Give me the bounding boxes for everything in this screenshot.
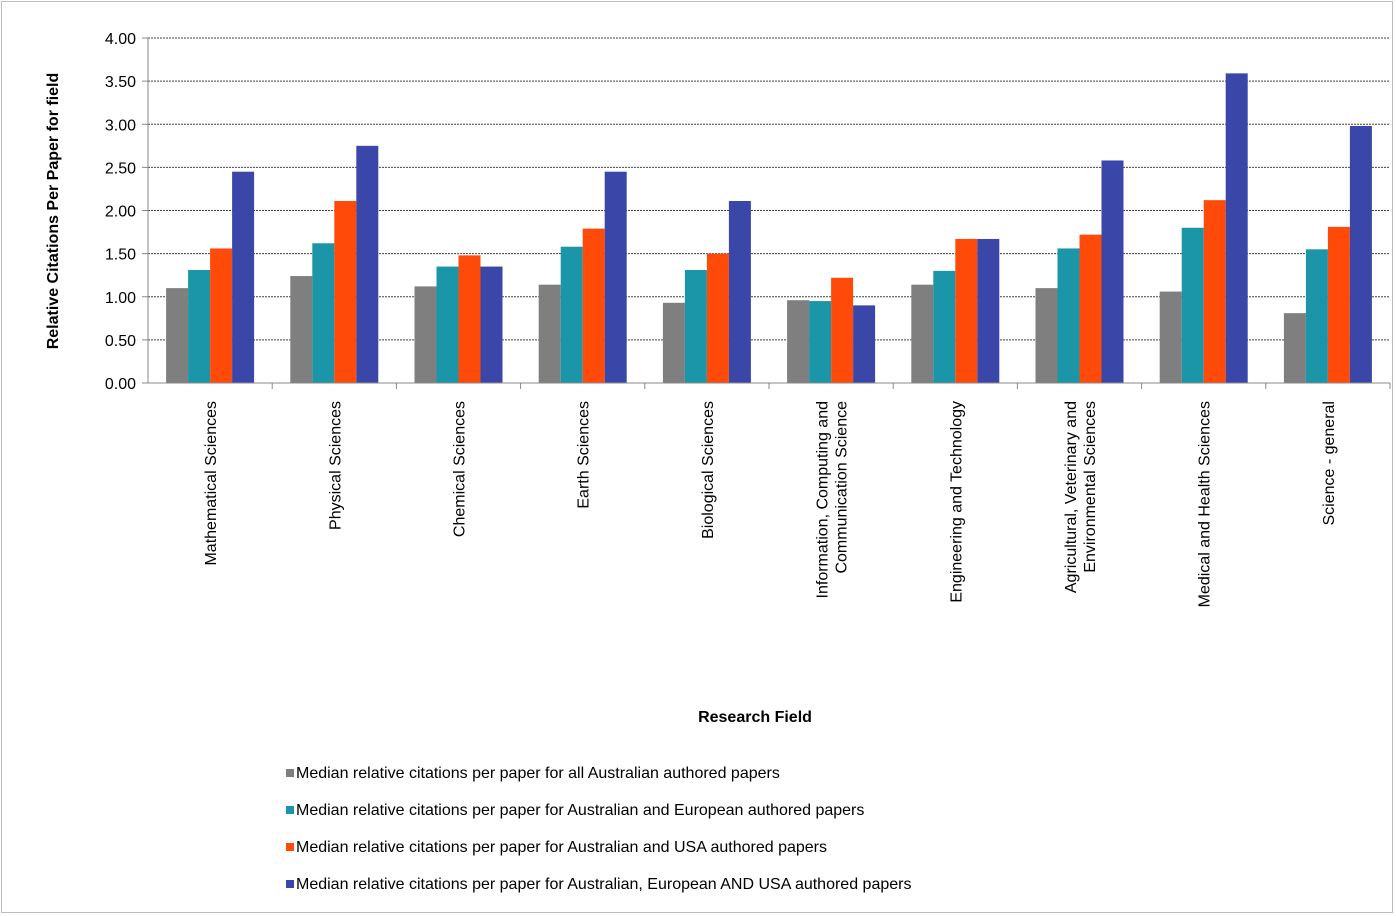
bar (933, 270, 956, 383)
x-tick-label: Mathematical Sciences (203, 401, 220, 566)
y-tick-label: 0.00 (105, 376, 136, 393)
y-tick-label: 2.50 (105, 160, 136, 177)
x-tick-label: Agricultural, Veterinary and (1063, 401, 1080, 593)
x-axis-title: Research Field (698, 709, 812, 726)
bar (604, 171, 627, 383)
bar (853, 305, 876, 383)
bar (809, 301, 832, 383)
x-tick-label: Earth Sciences (576, 401, 593, 509)
bar (414, 286, 437, 383)
bar (188, 270, 211, 383)
y-tick-label: 1.00 (105, 290, 136, 307)
bar (955, 238, 978, 383)
bar (290, 276, 313, 383)
bar (232, 171, 255, 383)
legend-label: Median relative citations per paper for … (296, 876, 911, 893)
bar (1349, 125, 1372, 383)
x-tick-label: Information, Computing and (815, 401, 832, 598)
bar (1035, 288, 1058, 383)
bar (312, 243, 335, 383)
bars (166, 73, 1372, 384)
legend-swatch (286, 769, 294, 777)
axes (142, 37, 1391, 389)
legend-swatch (286, 806, 294, 814)
y-tick-label: 0.50 (105, 333, 136, 350)
bar (706, 253, 729, 383)
bar (1079, 234, 1102, 383)
bar (334, 201, 357, 383)
bar (1225, 73, 1248, 384)
y-tick-label: 1.50 (105, 247, 136, 264)
bar (728, 201, 751, 383)
bar (1159, 291, 1182, 383)
bar (1181, 227, 1204, 383)
legend-label: Median relative citations per paper for … (296, 839, 827, 856)
x-tick-label: Communication Science (834, 401, 851, 574)
y-axis-title: Relative Citations Per Paper for field (45, 73, 62, 350)
bar (1101, 160, 1124, 383)
bar (977, 238, 1000, 383)
x-tick-label: Environmental Sciences (1082, 401, 1099, 573)
bar (831, 277, 854, 383)
bar (1283, 313, 1306, 383)
bar (1057, 248, 1080, 383)
legend: Median relative citations per paper for … (286, 765, 911, 893)
bar (582, 228, 605, 383)
x-tick-label: Medical and Health Sciences (1197, 401, 1214, 607)
legend-label: Median relative citations per paper for … (296, 802, 864, 819)
x-tick-label: Science - general (1321, 401, 1338, 526)
bar (911, 284, 934, 383)
bar (538, 284, 561, 383)
x-tick-label: Physical Sciences (327, 401, 344, 530)
legend-label: Median relative citations per paper for … (296, 765, 780, 782)
bar (166, 288, 189, 383)
legend-swatch (286, 880, 294, 888)
bar (684, 270, 707, 383)
bar (210, 248, 233, 383)
y-tick-label: 4.00 (105, 31, 136, 48)
bar (436, 266, 459, 383)
y-tick-label: 2.00 (105, 204, 136, 221)
bar (1203, 200, 1226, 383)
legend-swatch (286, 843, 294, 851)
bar (787, 300, 810, 383)
bar (458, 255, 481, 383)
bar (1305, 249, 1328, 383)
tick-labels: 0.00 0.50 1.00 1.50 2.00 2.50 3.00 3.50 4.00 Math… (105, 31, 1338, 607)
bar (662, 302, 685, 383)
bar (480, 266, 503, 383)
x-tick-label: Engineering and Technology (948, 401, 965, 603)
x-tick-label: Chemical Sciences (452, 401, 469, 537)
bar (1327, 226, 1350, 383)
bar (356, 145, 379, 383)
bar (560, 246, 583, 383)
y-tick-label: 3.00 (105, 117, 136, 134)
y-tick-label: 3.50 (105, 74, 136, 91)
x-tick-label: Biological Sciences (700, 401, 717, 539)
